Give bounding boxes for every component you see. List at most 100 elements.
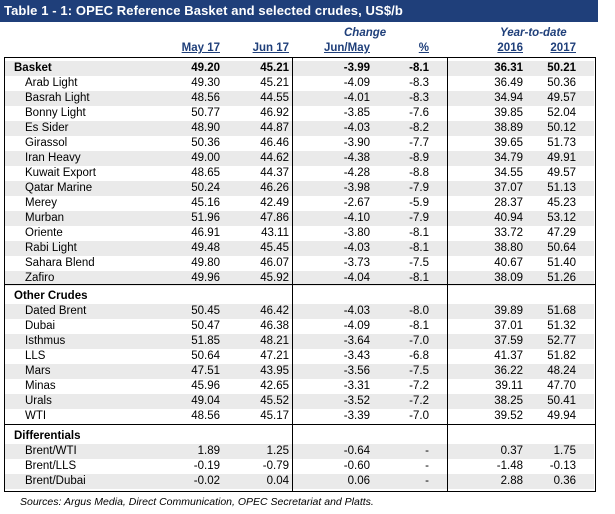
cell-value: -8.1 [409, 227, 429, 239]
cell-value: 49.04 [191, 395, 220, 407]
cell-value: 48.56 [191, 92, 220, 104]
cell-value: -0.64 [343, 445, 370, 457]
row-label: Brent/Dubai [25, 475, 86, 487]
cell-value: 38.80 [494, 242, 523, 254]
cell-value: -0.19 [193, 460, 220, 472]
cell-value: 45.21 [260, 62, 289, 74]
cell-value: 50.36 [191, 137, 220, 149]
cell-value: 1.75 [553, 445, 576, 457]
cell-value: 0.06 [347, 475, 370, 487]
cell-value: 46.42 [260, 305, 289, 317]
cell-value: 39.85 [494, 107, 523, 119]
cell-value: 39.11 [495, 380, 523, 392]
cell-value: -3.64 [343, 335, 370, 347]
table-row: LLS 50.64 47.21 -3.43 -6.8 41.37 51.82 [4, 349, 594, 364]
cell-value: -3.73 [343, 257, 370, 269]
cell-value: 40.67 [494, 257, 523, 269]
cell-value: -3.90 [343, 137, 370, 149]
table-row: Brent/WTI 1.89 1.25 -0.64 - 0.37 1.75 [4, 444, 594, 459]
cell-value: - [425, 445, 429, 457]
cell-value: 47.70 [547, 380, 576, 392]
row-label: Dated Brent [25, 305, 87, 317]
col-junmay: Jun/May [323, 42, 370, 54]
section-header-row: Differentials [4, 429, 594, 444]
table-row: Zafiro 49.96 45.92 -4.04 -8.1 38.09 51.26 [4, 271, 594, 286]
cell-value: -2.67 [343, 197, 370, 209]
cell-value: 47.51 [191, 365, 220, 377]
cell-value: 36.49 [494, 77, 523, 89]
col-jun17: Jun 17 [252, 42, 289, 54]
cell-value: 49.91 [547, 152, 576, 164]
section-header-row: Other Crudes [4, 289, 594, 304]
cell-value: 38.89 [494, 122, 523, 134]
cell-value: -7.0 [409, 335, 429, 347]
cell-value: 46.91 [191, 227, 220, 239]
row-divider [4, 284, 595, 285]
cell-value: 43.95 [260, 365, 289, 377]
col-divider [447, 57, 448, 491]
table-row: Isthmus 51.85 48.21 -3.64 -7.0 37.59 52.77 [4, 334, 594, 349]
cell-value: 1.25 [266, 445, 289, 457]
cell-value: -7.6 [409, 107, 429, 119]
cell-value: 37.59 [494, 335, 523, 347]
cell-value: -3.39 [343, 410, 370, 422]
cell-value: 49.30 [191, 77, 220, 89]
cell-value: -3.99 [343, 62, 370, 74]
cell-value: 53.12 [547, 212, 576, 224]
cell-value: 44.37 [260, 167, 289, 179]
cell-value: 37.07 [494, 182, 523, 194]
cell-value: -7.9 [409, 212, 429, 224]
cell-value: -7.0 [409, 410, 429, 422]
cell-value: 51.32 [547, 320, 576, 332]
cell-value: -8.8 [409, 167, 429, 179]
cell-value: -4.03 [343, 305, 370, 317]
row-label: Es Sider [25, 122, 69, 134]
row-label: Basrah Light [25, 92, 90, 104]
cell-value: -3.31 [343, 380, 370, 392]
cell-value: -3.85 [343, 107, 370, 119]
cell-value: -0.60 [343, 460, 370, 472]
cell-value: -4.04 [343, 272, 370, 284]
row-label: Sahara Blend [25, 257, 95, 269]
cell-value: 46.92 [260, 107, 289, 119]
cell-value: 39.52 [494, 410, 523, 422]
cell-value: 51.82 [547, 350, 576, 362]
cell-value: 50.12 [547, 122, 576, 134]
cell-value: 48.90 [191, 122, 220, 134]
table-row: Rabi Light 49.48 45.45 -4.03 -8.1 38.80 50.64 [4, 241, 594, 256]
cell-value: -7.9 [409, 182, 429, 194]
row-label: Mars [25, 365, 51, 377]
cell-value: 51.26 [547, 272, 576, 284]
cell-value: 50.64 [547, 242, 576, 254]
cell-value: 37.01 [494, 320, 523, 332]
cell-value: 46.26 [260, 182, 289, 194]
cell-value: 51.73 [547, 137, 576, 149]
cell-value: 46.46 [260, 137, 289, 149]
change-header: Change [344, 27, 387, 39]
cell-value: -7.5 [409, 257, 429, 269]
cell-value: 49.57 [547, 92, 576, 104]
cell-value: 48.56 [191, 410, 220, 422]
table-row: Bonny Light 50.77 46.92 -3.85 -7.6 39.85 52.04 [4, 106, 594, 121]
cell-value: -3.98 [343, 182, 370, 194]
cell-value: -3.80 [343, 227, 370, 239]
row-label: Bonny Light [25, 107, 86, 119]
cell-value: 38.25 [494, 395, 523, 407]
table-row: Murban 51.96 47.86 -4.10 -7.9 40.94 53.12 [4, 211, 594, 226]
row-label: Merey [25, 197, 57, 209]
cell-value: -4.03 [343, 242, 370, 254]
cell-value: 50.64 [191, 350, 220, 362]
cell-value: -7.2 [409, 380, 429, 392]
cell-value: 36.22 [494, 365, 523, 377]
table-row: Basket 49.20 45.21 -3.99 -8.1 36.31 50.21 [4, 61, 594, 76]
table-frame [4, 57, 596, 492]
cell-value: 52.04 [547, 107, 576, 119]
row-label: Rabi Light [25, 242, 77, 254]
table-row: Minas 45.96 42.65 -3.31 -7.2 39.11 47.70 [4, 379, 594, 394]
row-label: Brent/LLS [25, 460, 77, 472]
cell-value: 50.36 [547, 77, 576, 89]
cell-value: 47.21 [260, 350, 289, 362]
row-divider [4, 424, 595, 425]
cell-value: 36.31 [494, 62, 523, 74]
cell-value: 45.16 [191, 197, 220, 209]
